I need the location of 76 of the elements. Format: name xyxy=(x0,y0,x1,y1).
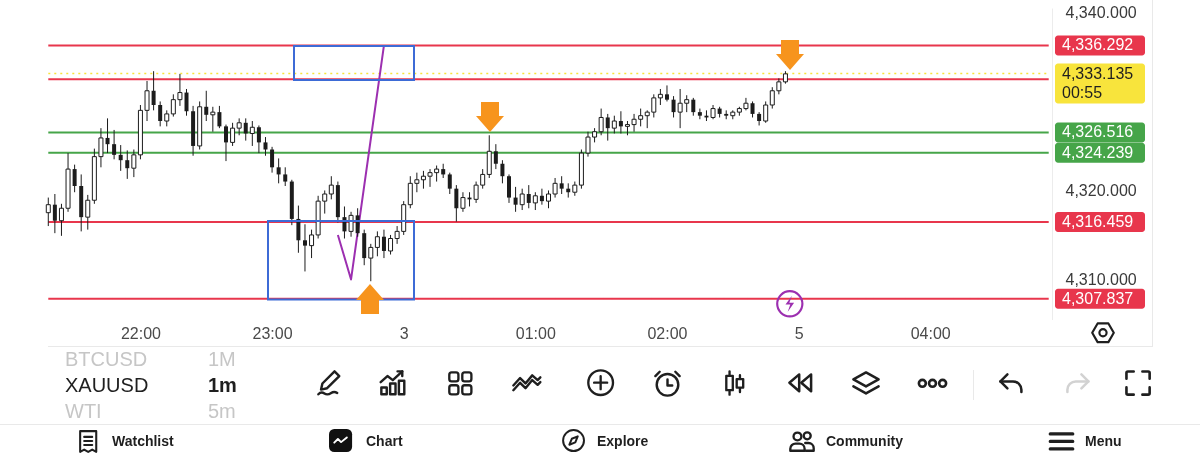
candlestick xyxy=(454,184,459,223)
candlestick xyxy=(447,172,452,195)
text: 1m xyxy=(208,374,237,396)
candlestick xyxy=(112,129,117,160)
candlestick xyxy=(72,164,77,193)
candlestick xyxy=(328,175,334,200)
x-tick-label: 02:00 xyxy=(647,325,688,342)
candlestick xyxy=(507,173,512,204)
candlestick xyxy=(151,70,156,111)
candlestick xyxy=(374,230,380,257)
candlestick xyxy=(486,134,492,179)
candlestick xyxy=(500,159,505,184)
y-tick-label: 4,310.000 xyxy=(1065,270,1137,288)
text: BTCUSD xyxy=(65,348,148,370)
text: 1M xyxy=(208,348,236,370)
candlestick xyxy=(217,105,222,129)
ref-line-label: 4,324.239 xyxy=(1062,143,1134,161)
candlestick xyxy=(697,108,702,120)
candlestick xyxy=(519,188,525,211)
x-tick-label: 3 xyxy=(399,325,409,342)
candlestick xyxy=(598,108,604,136)
ref-line-label: 4,336.292 xyxy=(1062,36,1134,54)
candlestick xyxy=(355,207,360,238)
candlestick xyxy=(757,111,762,126)
candlestick xyxy=(664,84,669,102)
text: Explore xyxy=(597,433,649,449)
candlestick xyxy=(204,90,209,122)
candlestick xyxy=(118,144,123,172)
candlestick xyxy=(763,100,769,124)
x-tick-label: 23:00 xyxy=(252,325,293,342)
y-tick-label: 4,340.000 xyxy=(1065,3,1137,21)
candlestick xyxy=(224,124,228,162)
candlestick xyxy=(52,193,57,234)
ref-line-label: 4,307.837 xyxy=(1062,289,1134,307)
candlestick xyxy=(184,88,189,117)
text: WTI xyxy=(65,400,102,422)
candlestick xyxy=(618,110,623,134)
ref-line-label: 4,316.459 xyxy=(1062,212,1134,230)
candlestick xyxy=(493,143,498,170)
candlestick xyxy=(256,124,261,154)
y-tick-label: 4,320.000 xyxy=(1065,181,1137,199)
candlestick xyxy=(230,122,236,147)
text: Menu xyxy=(1085,433,1122,449)
candlestick xyxy=(513,186,518,213)
candlestick xyxy=(270,146,275,174)
candlestick xyxy=(263,136,268,157)
ref-line-label: 4,333.135 xyxy=(1062,64,1134,82)
candlestick xyxy=(302,223,307,272)
x-tick-label: 04:00 xyxy=(910,325,951,342)
candlestick xyxy=(125,149,130,180)
candlestick xyxy=(460,191,466,213)
text: 5m xyxy=(208,400,236,422)
text: Chart xyxy=(366,433,403,449)
candlestick xyxy=(158,100,163,127)
candlestick xyxy=(283,166,288,187)
candlestick xyxy=(45,197,51,227)
x-tick-label: 22:00 xyxy=(120,325,162,342)
text: Community xyxy=(826,433,903,449)
text: 00:55 xyxy=(1062,83,1103,101)
text: Watchlist xyxy=(112,433,174,449)
candlestick xyxy=(368,243,374,282)
candlestick xyxy=(276,157,281,184)
candlestick xyxy=(526,184,531,209)
candlestick xyxy=(381,229,386,259)
candlestick xyxy=(605,113,610,142)
candlestick xyxy=(85,194,91,231)
candlestick xyxy=(539,188,544,206)
candlestick xyxy=(249,120,255,147)
x-tick-label: 01:00 xyxy=(515,325,556,342)
candlestick xyxy=(348,211,354,238)
x-tick-label: 5 xyxy=(794,325,804,342)
candlestick xyxy=(105,117,110,154)
candlestick xyxy=(210,106,216,133)
ref-line-label: 4,326.516 xyxy=(1062,123,1134,141)
text: XAUUSD xyxy=(65,374,149,396)
candlestick xyxy=(243,117,248,142)
